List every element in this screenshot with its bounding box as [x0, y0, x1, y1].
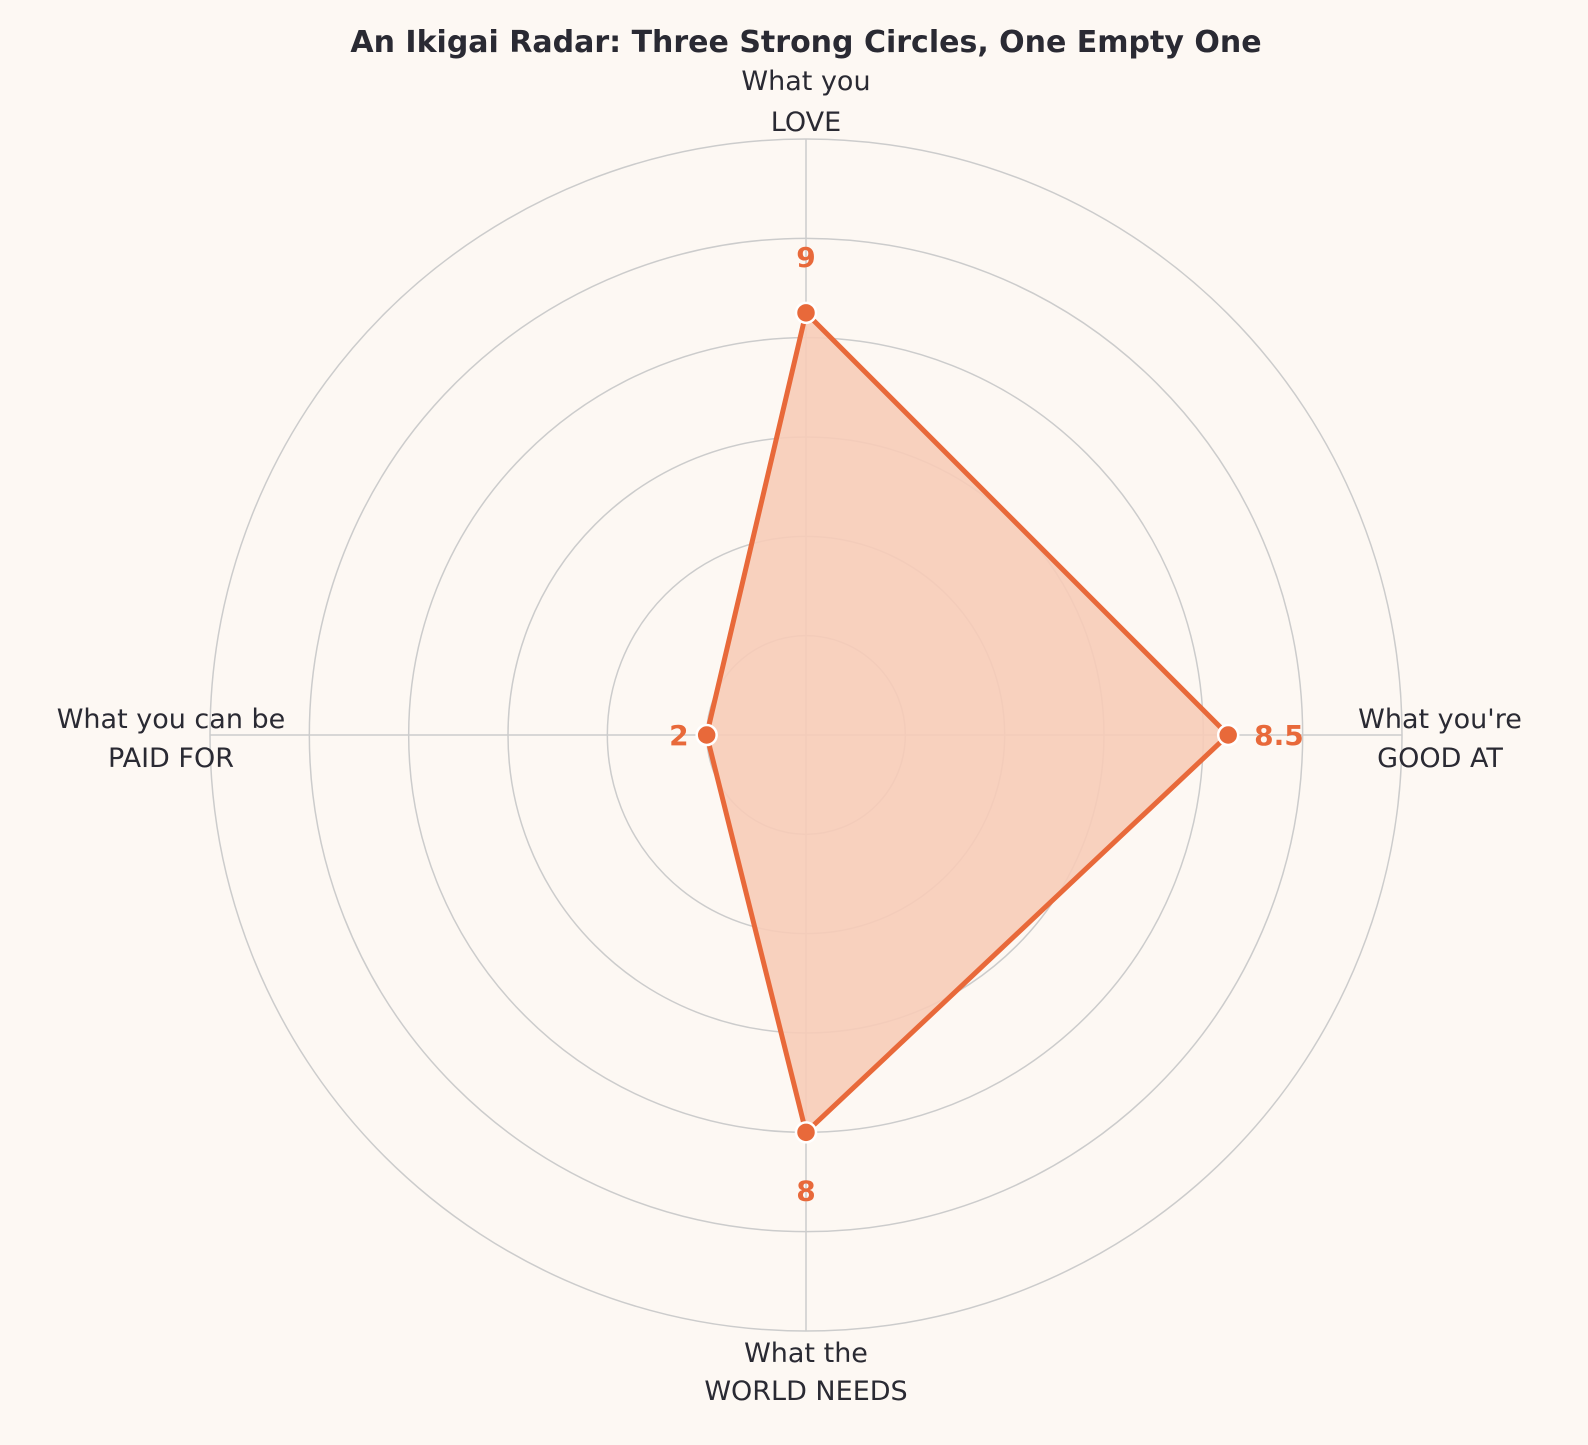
value-label: 8 [796, 1174, 815, 1207]
axis-label-line1: What you can be [57, 704, 286, 735]
series-area [706, 312, 1229, 1133]
axis-label-line2: GOOD AT [1377, 743, 1503, 774]
value-label: 9 [796, 241, 815, 274]
radar-series [695, 301, 1240, 1144]
axis-label-line2: LOVE [771, 107, 841, 138]
data-point [794, 1121, 818, 1144]
data-point [1216, 723, 1240, 747]
chart-title: An Ikigai Radar: Three Strong Circles, O… [350, 25, 1261, 60]
radar-labels: 9 8.5 8 2 What you LOVE What you're GOOD AT What… [57, 66, 1522, 1407]
axis-label-line2: PAID FOR [108, 743, 234, 774]
axis-label-line2: WORLD NEEDS [704, 1376, 907, 1407]
axis-label-line1: What you're [1358, 704, 1522, 735]
axis-label-line1: What the [744, 1338, 868, 1369]
data-point [794, 301, 818, 325]
value-label: 8.5 [1254, 719, 1304, 752]
data-point [695, 723, 718, 747]
value-label: 2 [669, 719, 688, 752]
axis-label-line1: What you [741, 66, 870, 97]
